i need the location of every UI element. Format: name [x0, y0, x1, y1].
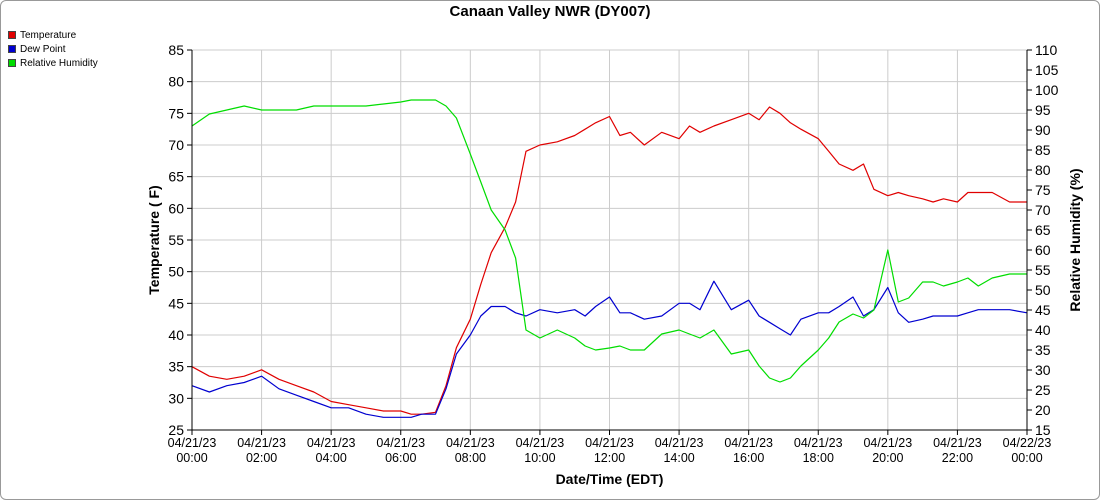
- y-tick-label: 55: [168, 232, 184, 248]
- legend-item-temperature: Temperature: [8, 28, 98, 42]
- x-tick-label-date: 04/21/23: [516, 436, 565, 450]
- y-tick-label: 50: [168, 264, 184, 280]
- y-tick-label: 60: [168, 200, 184, 216]
- y2-tick-label: 40: [1035, 322, 1051, 338]
- x-tick-label-date: 04/21/23: [307, 436, 356, 450]
- y2-tick-label: 30: [1035, 362, 1051, 378]
- x-tick-label-date: 04/22/23: [1003, 436, 1052, 450]
- y2-axis-title: Relative Humidity (%): [1067, 168, 1083, 311]
- series-line-temperature: [191, 106, 1027, 415]
- y2-tick-label: 100: [1035, 82, 1059, 98]
- chart-title: Canaan Valley NWR (DY007): [449, 3, 651, 20]
- legend-item-relative-humidity: Relative Humidity: [8, 56, 98, 70]
- y2-tick-label: 75: [1035, 182, 1051, 198]
- y2-tick-label: 70: [1035, 202, 1051, 218]
- x-tick-label-time: 00:00: [1011, 451, 1042, 465]
- x-tick-label-time: 06:00: [385, 451, 416, 465]
- legend-label-dew-point: Dew Point: [20, 43, 66, 55]
- x-tick-label-date: 04/21/23: [446, 436, 495, 450]
- series-line-dew-point: [191, 280, 1028, 418]
- x-tick-label-date: 04/21/23: [933, 436, 982, 450]
- legend-swatch-relative-humidity: [8, 59, 16, 67]
- y2-tick-label: 105: [1035, 62, 1059, 78]
- x-tick-label-date: 04/21/23: [655, 436, 704, 450]
- legend: Temperature Dew Point Relative Humidity: [8, 28, 98, 70]
- x-tick-label-time: 20:00: [872, 451, 903, 465]
- y2-tick-label: 65: [1035, 222, 1051, 238]
- y-tick-label: 40: [168, 327, 184, 343]
- y-axis-title: Temperature ( F): [146, 185, 162, 294]
- x-tick-label-date: 04/21/23: [168, 436, 217, 450]
- y2-tick-label: 55: [1035, 262, 1051, 278]
- x-tick-label-date: 04/21/23: [376, 436, 425, 450]
- y2-tick-label: 85: [1035, 142, 1051, 158]
- x-tick-label-date: 04/21/23: [863, 436, 912, 450]
- y2-tick-label: 25: [1035, 382, 1051, 398]
- y-tick-label: 25: [168, 422, 184, 438]
- y2-tick-label: 60: [1035, 242, 1051, 258]
- x-axis-title: Date/Time (EDT): [556, 471, 664, 487]
- y-tick-label: 70: [168, 137, 184, 153]
- y2-tick-label: 95: [1035, 102, 1051, 118]
- x-tick-label-time: 16:00: [733, 451, 764, 465]
- x-tick-label-time: 02:00: [246, 451, 277, 465]
- legend-swatch-dew-point: [8, 45, 16, 53]
- y-tick-label: 75: [168, 105, 184, 121]
- x-tick-label-time: 12:00: [594, 451, 625, 465]
- x-tick-label-time: 00:00: [176, 451, 207, 465]
- y2-tick-label: 45: [1035, 302, 1051, 318]
- y2-tick-label: 20: [1035, 402, 1051, 418]
- x-tick-label-date: 04/21/23: [794, 436, 843, 450]
- y2-tick-label: 110: [1035, 42, 1058, 58]
- x-tick-label-time: 10:00: [524, 451, 555, 465]
- y2-tick-label: 80: [1035, 162, 1051, 178]
- y2-tick-label: 50: [1035, 282, 1051, 298]
- y-tick-label: 30: [168, 390, 184, 406]
- legend-swatch-temperature: [8, 31, 16, 39]
- x-tick-label-time: 18:00: [803, 451, 834, 465]
- x-tick-label-time: 22:00: [942, 451, 973, 465]
- y2-tick-label: 90: [1035, 122, 1051, 138]
- x-tick-label-date: 04/21/23: [585, 436, 634, 450]
- x-tick-label-time: 14:00: [663, 451, 694, 465]
- series-line-relative-humidity: [191, 99, 1027, 383]
- y-tick-label: 80: [168, 74, 184, 90]
- x-tick-label-time: 08:00: [455, 451, 486, 465]
- y-tick-label: 85: [168, 42, 184, 58]
- y2-tick-label: 35: [1035, 342, 1051, 358]
- legend-item-dew-point: Dew Point: [8, 42, 98, 56]
- x-tick-label-time: 04:00: [316, 451, 347, 465]
- legend-label-temperature: Temperature: [20, 29, 77, 41]
- x-tick-label-date: 04/21/23: [237, 436, 286, 450]
- y2-tick-label: 15: [1035, 422, 1051, 438]
- y-tick-label: 45: [168, 295, 184, 311]
- y-tick-label: 65: [168, 169, 184, 185]
- y-tick-label: 35: [168, 359, 184, 375]
- x-tick-label-date: 04/21/23: [724, 436, 773, 450]
- legend-label-relative-humidity: Relative Humidity: [20, 57, 98, 69]
